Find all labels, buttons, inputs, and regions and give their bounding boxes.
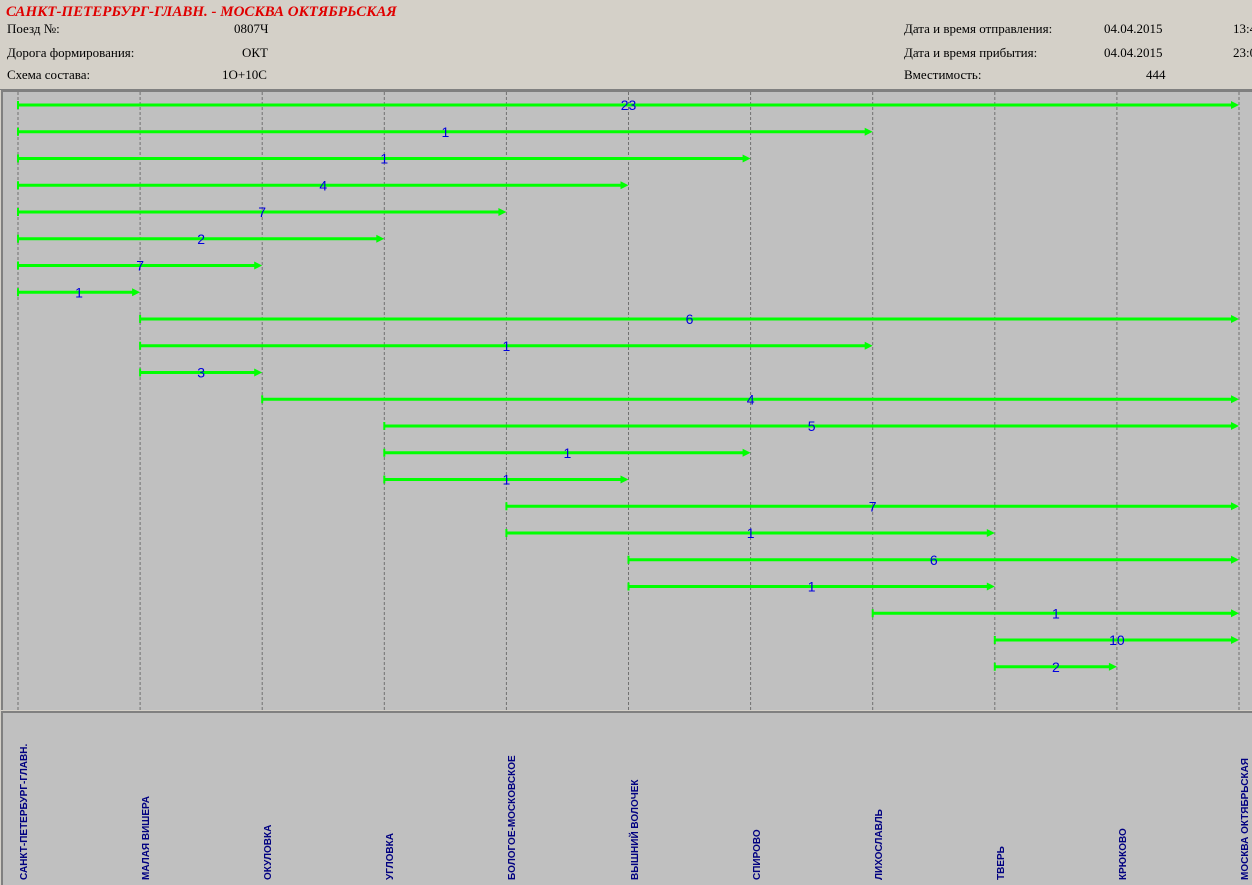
segment-bar: 6: [627, 552, 1239, 568]
segment-count-label: 1: [441, 124, 449, 140]
station-axis: САНКТ-ПЕТЕРБУРГ-ГЛАВН. МАЛАЯ ВИШЕРА ОКУЛОВ…: [1, 711, 1252, 885]
segment-count-label: 4: [747, 391, 755, 407]
segment-bar: 1: [871, 605, 1239, 621]
segment-bar: 2: [993, 659, 1117, 675]
segment-count-label: 1: [808, 579, 816, 595]
road-value: ОКТ: [242, 45, 268, 60]
station-label: БОЛОГОЕ-МОСКОВСКОЕ: [507, 755, 519, 880]
segment-bar: 1: [505, 525, 995, 541]
segment-bar: 4: [261, 391, 1239, 407]
arrival-time: 23:0: [1233, 45, 1252, 60]
station-label: МАЛАЯ ВИШЕРА: [141, 795, 153, 880]
segment-count-label: 23: [621, 97, 637, 113]
departure-label: Дата и время отправления:: [904, 21, 1053, 36]
segment-count-label: 7: [869, 498, 877, 514]
station-label: САНКТ-ПЕТЕРБУРГ-ГЛАВН.: [19, 743, 30, 880]
station-label: СПИРОВО: [751, 829, 763, 880]
segment-bar: 1: [139, 338, 873, 354]
segment-count-label: 3: [197, 365, 205, 381]
train-info-header: САНКТ-ПЕТЕРБУРГ-ГЛАВН. - МОСКВА ОКТЯБРЬС…: [0, 0, 1252, 90]
segment-bar: 1: [383, 472, 629, 488]
segment-bar: 1: [383, 445, 751, 461]
segment-count-label: 2: [1052, 659, 1060, 675]
segment-count-label: 1: [380, 151, 388, 167]
departure-time: 13:4: [1233, 21, 1252, 36]
segment-count-label: 1: [747, 525, 755, 541]
route-title: САНКТ-ПЕТЕРБУРГ-ГЛАВН. - МОСКВА ОКТЯБРЬС…: [6, 4, 397, 20]
road-label: Дорога формирования:: [7, 45, 135, 60]
segment-count-label: 10: [1109, 632, 1125, 648]
station-label: КРЮКОВО: [1117, 828, 1129, 880]
segment-bar: 1: [17, 284, 141, 300]
segment-bar: 1: [627, 579, 995, 595]
segment-count-label: 2: [197, 231, 205, 247]
capacity-value: 444: [1146, 67, 1166, 82]
segment-bar: 7: [17, 204, 507, 220]
segment-count-label: 1: [503, 338, 511, 354]
segment-bar: 1: [17, 124, 873, 140]
train-number-value: 0807Ч: [234, 21, 269, 36]
segment-bar: 23: [17, 97, 1239, 113]
station-label: ТВЕРЬ: [995, 846, 1007, 880]
segment-bar: 3: [139, 365, 263, 381]
segment-bar: 1: [17, 151, 751, 167]
station-label: УГЛОВКА: [385, 833, 397, 880]
segment-count-label: 4: [319, 177, 327, 193]
segment-count-label: 1: [75, 284, 83, 300]
station-label: ВЫШНИЙ ВОЛОЧЕК: [629, 779, 641, 880]
segment-bar: 4: [17, 177, 629, 193]
segment-count-label: 7: [136, 258, 144, 274]
segment-count-label: 1: [503, 472, 511, 488]
segment-bar: 10: [993, 632, 1239, 648]
segment-count-label: 6: [930, 552, 938, 568]
arrival-label: Дата и время прибытия:: [904, 45, 1038, 60]
scheme-label: Схема состава:: [7, 67, 91, 82]
arrival-date: 04.04.2015: [1104, 45, 1163, 60]
segment-count-label: 6: [686, 311, 694, 327]
train-number-label: Поезд №:: [7, 21, 60, 36]
segment-bar: 6: [139, 311, 1239, 327]
station-label: МОСКВА ОКТЯБРЬСКАЯ: [1240, 758, 1251, 880]
segment-bar: 7: [505, 498, 1239, 514]
segment-bar: 2: [17, 231, 385, 247]
segment-count-label: 1: [1052, 605, 1060, 621]
occupancy-chart-panel: 23 1 1 4 7 2 7 1 6 1 3 4 5 1 1 7 1 6 1 1 10 2: [1, 90, 1252, 710]
departure-date: 04.04.2015: [1104, 21, 1163, 36]
segment-count-label: 5: [808, 418, 816, 434]
capacity-label: Вместимость:: [904, 67, 982, 82]
station-label: ЛИХОСЛАВЛЬ: [873, 809, 885, 880]
segment-bar: 5: [383, 418, 1239, 434]
station-label: ОКУЛОВКА: [263, 824, 275, 880]
scheme-value: 1О+10С: [222, 67, 267, 82]
segment-count-label: 1: [564, 445, 572, 461]
segment-bar: 7: [17, 258, 263, 274]
segment-count-label: 7: [258, 204, 266, 220]
